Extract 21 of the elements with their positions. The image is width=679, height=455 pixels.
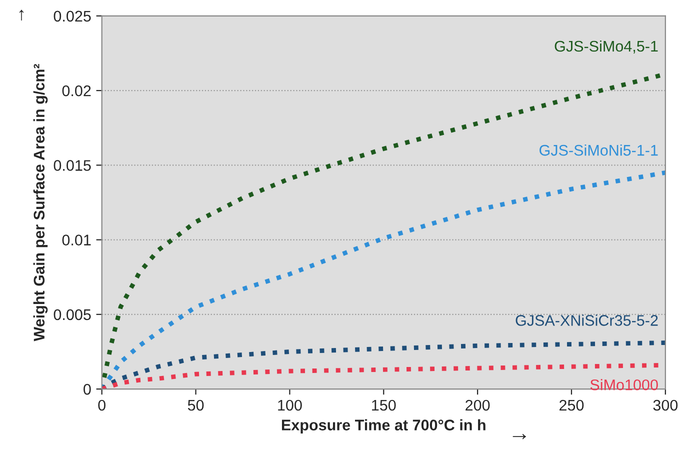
x-tick-label: 100 xyxy=(278,400,302,411)
y-tick-label: 0.02 xyxy=(62,85,91,96)
x-tick-label: 150 xyxy=(372,400,396,411)
y-tick-label: 0.005 xyxy=(54,309,91,320)
x-tick-label: 0 xyxy=(98,400,106,411)
series-label: GJS-SiMo4,5-1 xyxy=(554,40,658,54)
x-axis-title: Exposure Time at 700°C in h xyxy=(282,419,486,434)
x-tick-label: 250 xyxy=(560,400,584,411)
y-tick-label: 0.015 xyxy=(54,160,91,171)
series-label: GJS-SiMoNi5-1-1 xyxy=(540,144,658,156)
series-label: GJSA-XNiSiCr35-5-2 xyxy=(516,314,658,326)
y-axis-title: Weight Gain per Surface Area in g/cm² xyxy=(33,64,48,342)
series-label: SiMo1000 xyxy=(590,379,658,390)
y-tick-label: 0 xyxy=(84,384,91,395)
text: ↑ xyxy=(19,10,24,20)
text: → xyxy=(512,434,526,440)
y-tick-label: 0.01 xyxy=(62,234,91,246)
x-tick-label: 200 xyxy=(466,400,490,411)
y-tick-label: 0.025 xyxy=(54,10,91,22)
x-tick-label: 300 xyxy=(653,400,678,411)
x-tick-label: 50 xyxy=(188,400,204,411)
